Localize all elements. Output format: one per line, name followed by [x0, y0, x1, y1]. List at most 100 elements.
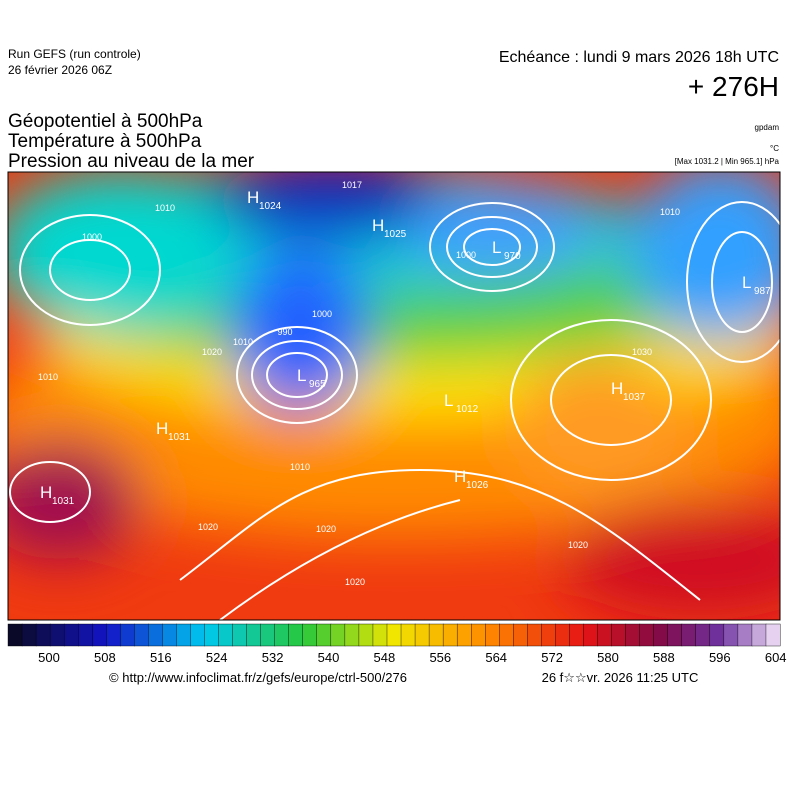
colorbar-swatch [120, 623, 135, 647]
colorbar-swatch [232, 623, 248, 647]
pressure-center-kind: H [247, 188, 259, 207]
unit: gpdam [755, 123, 780, 132]
colorbar-swatch [541, 623, 556, 647]
colorbar-label: 540 [318, 650, 340, 665]
colorbar-swatch [611, 623, 627, 647]
unit: [Max 1031.2 | Min 965.1] hPa [675, 157, 780, 166]
isobar-label: 1020 [202, 347, 222, 357]
isobar-label: 1030 [632, 347, 652, 357]
colorbar-label: 516 [150, 650, 172, 665]
colorbar-label: 532 [262, 650, 284, 665]
colorbar-swatch [148, 623, 163, 647]
colorbar-swatch [456, 623, 472, 647]
colorbar-swatch [176, 623, 191, 647]
isobar-label: 1010 [660, 207, 680, 217]
colorbar-swatch [625, 623, 641, 647]
colorbar-swatch [63, 623, 79, 647]
pressure-center-kind: H [40, 483, 52, 502]
isobar-label: 990 [277, 327, 292, 337]
colorbar-swatch [162, 623, 177, 647]
pressure-center-value: 1026 [466, 480, 489, 491]
colorbar-swatch [751, 623, 767, 647]
isobar-label: 1020 [345, 577, 365, 587]
colorbar-swatch [218, 623, 234, 647]
map [8, 172, 780, 620]
colorbar-swatch [288, 623, 304, 647]
valid-time: Echéance : lundi 9 mars 2026 18h UTC [499, 49, 779, 66]
colorbar-label: 524 [206, 650, 228, 665]
pressure-center-kind: H [454, 467, 466, 486]
isobar-label: 1000 [82, 232, 102, 242]
colorbar-swatch [246, 623, 262, 647]
colorbar-swatch [681, 623, 697, 647]
pressure-center-value: 1037 [623, 392, 646, 403]
isobar-label: 1010 [233, 337, 253, 347]
colorbar-label: 500 [38, 650, 60, 665]
isobar-label: 1010 [38, 372, 58, 382]
colorbar-swatch [400, 623, 416, 647]
colorbar-swatch [330, 623, 346, 647]
title: Température à 500hPa [8, 131, 202, 152]
colorbar-swatch [499, 623, 514, 647]
colorbar-swatch [414, 623, 430, 647]
colorbar-swatch [386, 623, 402, 647]
pressure-center-value: 1024 [259, 201, 282, 212]
isobar-label: 1020 [198, 522, 218, 532]
colorbar-swatch [21, 623, 37, 647]
colorbar-swatch [358, 623, 374, 647]
colorbar-label: 604 [765, 650, 787, 665]
colorbar-swatch [471, 623, 486, 647]
colorbar-swatch [49, 623, 65, 647]
colorbar-swatch [428, 623, 444, 647]
pressure-center-kind: H [611, 379, 623, 398]
isobars [9, 201, 780, 620]
pressure-center-kind: L [297, 366, 306, 385]
colorbar-swatch [372, 623, 388, 647]
colorbar-swatch [597, 623, 613, 647]
pressure-center-kind: L [492, 238, 501, 257]
colorbar-swatch [7, 623, 23, 647]
colorbar-swatch [92, 623, 107, 647]
colorbar-swatch [695, 623, 711, 647]
colorbar-swatch [653, 623, 669, 647]
colorbar-swatch [190, 623, 206, 647]
colorbar-swatch [485, 623, 500, 647]
colorbar-label: 548 [374, 650, 396, 665]
colorbar-label: 580 [597, 650, 619, 665]
colorbar-swatch [35, 623, 51, 647]
colorbar-label: 588 [653, 650, 675, 665]
colorbar-swatch [134, 623, 149, 647]
colorbar-swatch [344, 623, 360, 647]
pressure-center-kind: L [742, 273, 751, 292]
colorbar: 500 508 516 524 532 540 548 556 564 572 580 588 596 6… [7, 623, 787, 665]
colorbar-label: 508 [94, 650, 116, 665]
isobar-label: 1010 [290, 462, 310, 472]
colorbar-label: 596 [709, 650, 731, 665]
colorbar-swatch [709, 623, 725, 647]
colorbar-swatch [555, 623, 570, 647]
colorbar-swatch [667, 623, 683, 647]
isobar-label: 1000 [312, 309, 332, 319]
isobar-label: 1010 [155, 203, 175, 213]
pressure-center-value: 1031 [52, 496, 75, 507]
isobar-label: 1020 [316, 524, 336, 534]
colorbar-swatch [569, 623, 584, 647]
pressure-center-kind: H [372, 216, 384, 235]
pressure-center-value: 965 [309, 379, 326, 390]
pressure-center-value: 987 [754, 286, 771, 297]
colorbar-swatch [106, 623, 121, 647]
colorbar-label: 556 [429, 650, 451, 665]
colorbar-swatch [274, 623, 290, 647]
run-label: Run GEFS (run controle) [8, 47, 141, 61]
colorbar-swatch [77, 623, 93, 647]
isobar-label: 1000 [456, 250, 476, 260]
pressure-center-value: 1012 [456, 404, 479, 415]
generated-time: 26 f☆☆vr. 2026 11:25 UTC [542, 670, 699, 685]
colorbar-swatch [583, 623, 599, 647]
pressure-center-kind: H [156, 419, 168, 438]
colorbar-swatch [737, 623, 753, 647]
colorbar-swatch [204, 623, 220, 647]
source-url: © http://www.infoclimat.fr/z/gefs/europe… [109, 670, 407, 685]
